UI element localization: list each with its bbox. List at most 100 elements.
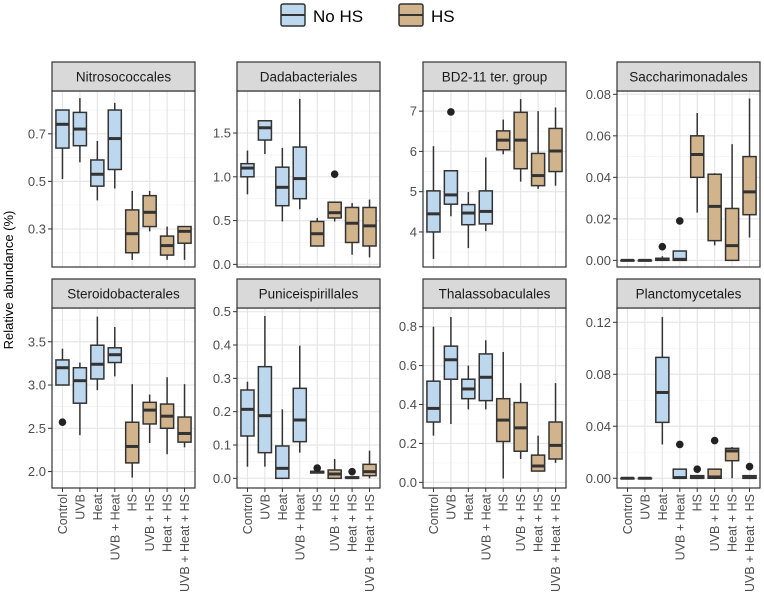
box-uvb: [257, 120, 273, 155]
facet-title: Thalassobaculales: [439, 287, 551, 302]
facet-title: BD2-11 ter. group: [442, 70, 548, 85]
box-iqr: [327, 201, 342, 219]
x-tick-label: UVB: [444, 494, 458, 520]
box-iqr: [124, 421, 140, 464]
x-tick-label: UVB: [73, 494, 87, 520]
x-tick-label: Heat: [656, 493, 670, 520]
box-uvb-heat-hs: [742, 98, 757, 238]
box-heat-hs: [344, 476, 360, 480]
box-heat: [655, 317, 670, 445]
box-uvb-hs: [142, 394, 157, 443]
box-hs: [495, 351, 511, 479]
box-uvb-heat: [478, 157, 494, 232]
x-tick-label: Heat + HS: [161, 494, 175, 552]
box-iqr: [90, 344, 105, 380]
legend-label-hs: HS: [431, 7, 455, 26]
y-tick-label: 2.5: [28, 421, 46, 436]
y-tick-label: 1.0: [213, 169, 231, 184]
box-uvb-hs: [513, 99, 528, 182]
box-iqr: [689, 135, 705, 179]
box-control: [240, 381, 255, 467]
y-tick-label: 0.08: [586, 367, 611, 382]
box-heat-hs: [344, 203, 360, 255]
box-uvb-hs: [142, 190, 157, 232]
y-tick-label: 0.4: [213, 338, 231, 353]
box-uvb-heat: [672, 468, 688, 480]
box-hs: [309, 217, 325, 247]
box-uvb-heat-hs: [177, 225, 192, 260]
box-uvb-hs: [513, 383, 528, 460]
x-tick-label: Heat: [462, 493, 476, 520]
legend-label-no-hs: No HS: [313, 7, 363, 26]
box-iqr: [292, 387, 308, 443]
outlier-point: [693, 465, 702, 473]
box-uvb-heat: [107, 327, 123, 377]
box-uvb-heat: [292, 98, 308, 210]
box-heat: [90, 140, 105, 201]
legend: No HS HS: [280, 3, 455, 27]
x-tick-label: HS: [497, 494, 511, 511]
outlier-point: [675, 440, 684, 449]
panel-saccharimonadales: 0.00 0.02 0.04 0.06 0.08 Saccharimonadales: [586, 61, 761, 268]
x-tick-label: Heat + HS: [726, 494, 740, 552]
y-tick-label: 0.4: [399, 397, 417, 412]
box-uvb-heat-hs: [362, 199, 377, 258]
box-uvb: [443, 169, 459, 217]
box-heat: [275, 147, 290, 222]
outlier-point: [313, 464, 322, 472]
box-iqr: [426, 190, 441, 233]
y-tick-label: 0.5: [213, 304, 231, 319]
x-tick-label: UVB + Heat: [673, 493, 687, 560]
y-tick-label: 1.5: [213, 126, 231, 141]
box-control: [240, 150, 255, 195]
facet-strip: [51, 278, 196, 309]
box-uvb-heat: [672, 250, 688, 262]
box-uvb: [637, 258, 653, 262]
facet-strip: [616, 61, 761, 92]
outlier-point: [330, 170, 339, 178]
box-iqr: [142, 401, 157, 425]
y-tick-label: 2.0: [28, 464, 46, 479]
box-hs: [495, 119, 511, 155]
box-uvb-hs: [707, 173, 722, 246]
y-tick-label: 0.08: [586, 87, 611, 102]
facet-strip: [422, 61, 567, 92]
panel-puniceispirillales: 0.0 0.1 0.2 0.3 0.4 0.5 Puniceispirillales Cont…: [213, 278, 381, 592]
y-tick-label: 0.2: [399, 436, 417, 451]
box-heat-hs: [159, 377, 175, 455]
box-iqr: [724, 207, 740, 262]
box-iqr: [530, 152, 546, 187]
box-uvb: [72, 362, 88, 436]
box-heat: [655, 256, 670, 262]
box-uvb: [72, 98, 88, 163]
box-uvb-heat-hs: [548, 383, 563, 463]
box-iqr: [443, 169, 459, 205]
box-control: [55, 109, 70, 179]
box-iqr: [426, 380, 441, 423]
y-tick-label: 3.5: [28, 334, 46, 349]
x-tick-label: UVB + HS: [514, 494, 528, 551]
box-iqr: [275, 445, 290, 480]
box-hs: [124, 384, 140, 478]
box-iqr: [742, 155, 757, 216]
box-iqr: [177, 416, 192, 443]
x-tick-label: HS: [311, 494, 325, 511]
x-tick-label: UVB + Heat + HS: [743, 494, 757, 592]
facet-strip: [422, 278, 567, 309]
box-control: [55, 348, 70, 386]
panel-dadabacteriales: 0.0 0.5 1.0 1.5 Dadabacteriales: [213, 61, 381, 272]
box-iqr: [124, 209, 140, 254]
box-iqr: [362, 463, 377, 477]
x-tick-label: UVB + Heat + HS: [549, 494, 563, 592]
y-tick-label: 0.04: [586, 170, 611, 185]
x-tick-label: UVB + Heat: [479, 493, 493, 560]
x-tick-label: UVB + Heat + HS: [363, 494, 377, 592]
x-tick-label: HS: [126, 494, 140, 511]
y-tick-label: 6: [410, 144, 417, 159]
x-tick-label: Control: [56, 494, 70, 534]
x-tick-label: UVB + HS: [143, 494, 157, 551]
y-tick-label: 0.7: [28, 126, 46, 141]
box-uvb: [443, 316, 459, 424]
x-tick-label: UVB + Heat: [293, 493, 307, 560]
